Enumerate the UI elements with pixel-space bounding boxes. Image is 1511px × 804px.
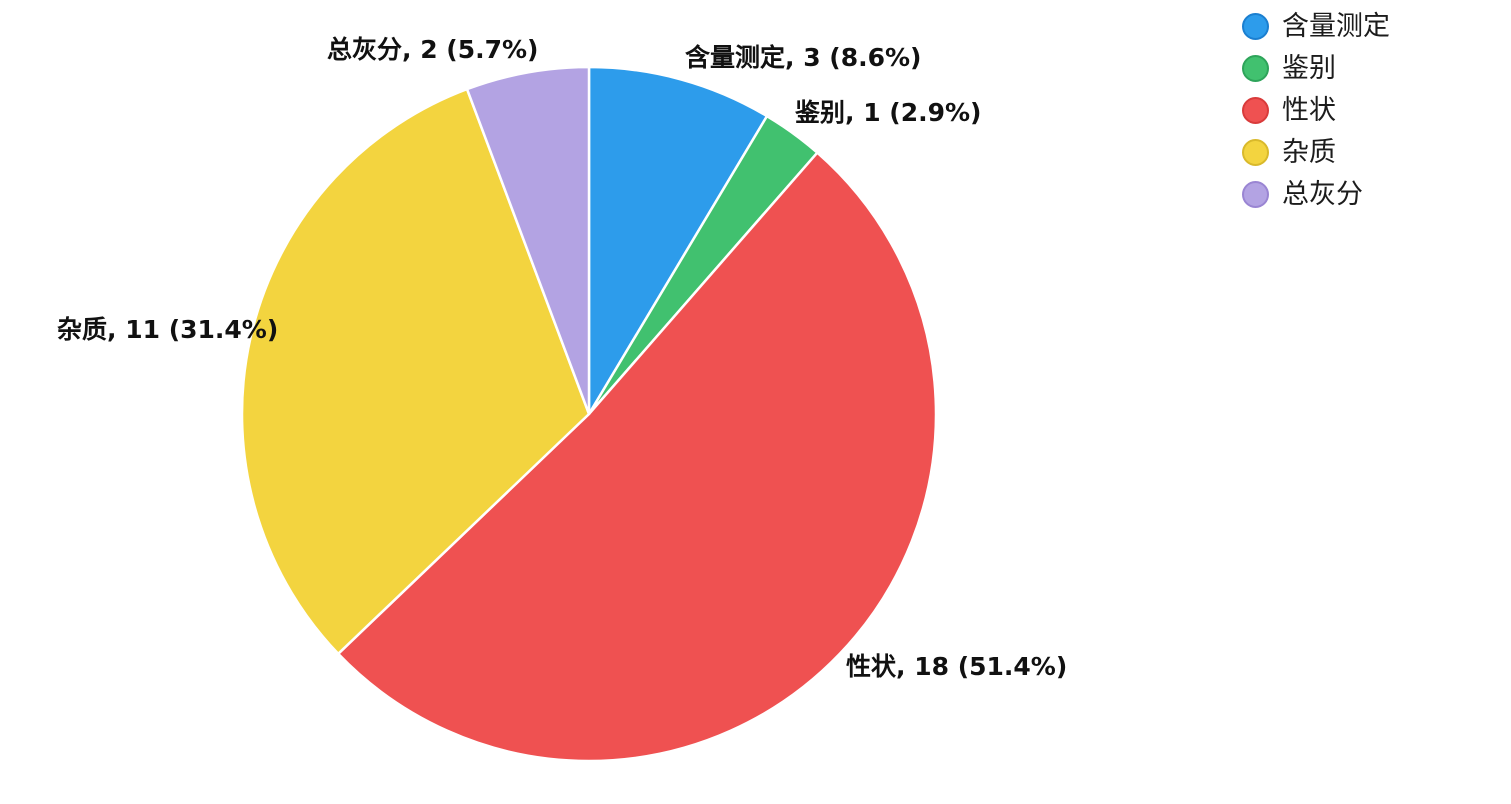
slice-label-impurity: 杂质, 11 (31.4%) (57, 315, 279, 344)
legend-swatch-character-icon (1242, 96, 1269, 124)
pie-slice-1[interactable] (587, 65, 769, 416)
slice-label-character: 性状, 18 (51.4%) (846, 652, 1068, 681)
legend-label-character: 性状 (1282, 94, 1336, 126)
legend: 含量测定 鉴别 性状 杂质 总灰分 (1242, 12, 1390, 208)
legend-item-identification[interactable]: 鉴别 (1242, 54, 1390, 82)
legend-swatch-total-ash-icon (1242, 180, 1269, 208)
legend-label-impurity: 杂质 (1282, 136, 1336, 168)
legend-swatch-identification-icon (1242, 54, 1269, 82)
legend-label-identification: 鉴别 (1282, 52, 1336, 84)
pie-slice-5[interactable] (465, 65, 591, 416)
pie-slice-4[interactable] (240, 87, 591, 656)
legend-label-content-determination: 含量测定 (1282, 10, 1390, 42)
legend-swatch-content-determination-icon (1242, 12, 1269, 40)
legend-item-impurity[interactable]: 杂质 (1242, 138, 1390, 166)
legend-item-content-determination[interactable]: 含量测定 (1242, 12, 1390, 40)
slice-label-content-determination: 含量测定, 3 (8.6%) (685, 43, 922, 72)
legend-item-total-ash[interactable]: 总灰分 (1242, 180, 1390, 208)
slice-label-identification: 鉴别, 1 (2.9%) (795, 98, 982, 127)
legend-item-character[interactable]: 性状 (1242, 96, 1390, 124)
pie-slice-3[interactable] (336, 151, 938, 763)
slice-label-total-ash: 总灰分, 2 (5.7%) (327, 35, 539, 64)
legend-label-total-ash: 总灰分 (1282, 178, 1363, 210)
legend-swatch-impurity-icon (1242, 138, 1269, 166)
